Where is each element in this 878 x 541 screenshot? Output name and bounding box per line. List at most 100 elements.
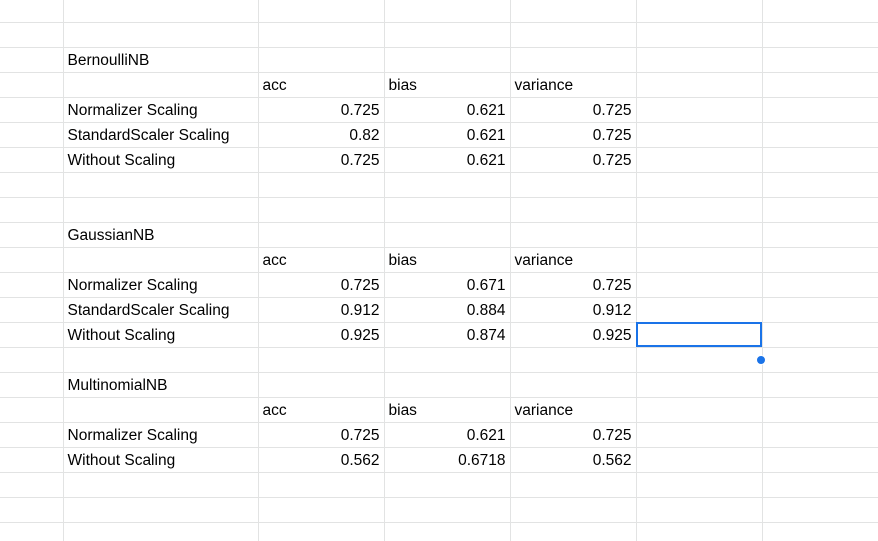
cell[interactable] — [762, 0, 878, 23]
cell[interactable] — [762, 172, 878, 198]
cell[interactable] — [0, 47, 64, 73]
acc-value-cell[interactable]: 0.912 — [258, 297, 385, 323]
cell[interactable] — [0, 22, 64, 48]
cell[interactable] — [258, 347, 385, 373]
cell[interactable] — [0, 322, 64, 348]
acc-value-cell[interactable]: 0.82 — [258, 122, 385, 148]
cell[interactable] — [258, 372, 385, 398]
cell[interactable] — [636, 447, 763, 473]
bias-value-cell[interactable]: 0.621 — [384, 97, 511, 123]
cell[interactable] — [762, 272, 878, 298]
row-label-cell[interactable]: Normalizer Scaling — [63, 272, 259, 298]
acc-value-cell[interactable]: 0.925 — [258, 322, 385, 348]
cell[interactable] — [0, 522, 64, 541]
cell[interactable] — [636, 122, 763, 148]
cell[interactable] — [384, 47, 511, 73]
cell[interactable] — [636, 22, 763, 48]
cell[interactable] — [0, 222, 64, 248]
cell[interactable] — [384, 172, 511, 198]
cell[interactable] — [0, 147, 64, 173]
row-label-cell[interactable]: Normalizer Scaling — [63, 422, 259, 448]
cell[interactable] — [636, 472, 763, 498]
cell[interactable] — [0, 122, 64, 148]
header-bias-cell[interactable]: bias — [384, 247, 511, 273]
bias-value-cell[interactable]: 0.621 — [384, 147, 511, 173]
cell[interactable] — [384, 0, 511, 23]
row-label-cell[interactable]: Normalizer Scaling — [63, 97, 259, 123]
cell[interactable] — [762, 497, 878, 523]
cell[interactable] — [0, 247, 64, 273]
header-acc-cell[interactable]: acc — [258, 72, 385, 98]
cell[interactable] — [384, 372, 511, 398]
cell[interactable] — [636, 47, 763, 73]
header-variance-cell[interactable]: variance — [510, 72, 637, 98]
cell[interactable] — [636, 72, 763, 98]
cell[interactable] — [762, 122, 878, 148]
cell[interactable] — [762, 22, 878, 48]
cell[interactable] — [63, 172, 259, 198]
header-acc-cell[interactable]: acc — [258, 397, 385, 423]
acc-value-cell[interactable]: 0.562 — [258, 447, 385, 473]
header-bias-cell[interactable]: bias — [384, 397, 511, 423]
cell[interactable] — [384, 22, 511, 48]
cell[interactable] — [0, 397, 64, 423]
row-label-cell[interactable]: Without Scaling — [63, 147, 259, 173]
cell[interactable] — [636, 147, 763, 173]
cell[interactable] — [762, 297, 878, 323]
cell[interactable] — [510, 0, 637, 23]
cell[interactable] — [762, 72, 878, 98]
cell[interactable] — [510, 522, 637, 541]
cell[interactable] — [762, 372, 878, 398]
cell[interactable] — [258, 497, 385, 523]
bias-value-cell[interactable]: 0.621 — [384, 122, 511, 148]
fill-handle[interactable] — [756, 355, 766, 365]
acc-value-cell[interactable]: 0.725 — [258, 147, 385, 173]
cell[interactable] — [63, 497, 259, 523]
variance-value-cell[interactable]: 0.725 — [510, 147, 637, 173]
cell[interactable] — [0, 197, 64, 223]
cell[interactable] — [0, 497, 64, 523]
cell[interactable] — [384, 522, 511, 541]
cell[interactable] — [384, 222, 511, 248]
bias-value-cell[interactable]: 0.671 — [384, 272, 511, 298]
header-bias-cell[interactable]: bias — [384, 72, 511, 98]
cell[interactable] — [636, 222, 763, 248]
cell[interactable] — [63, 0, 259, 23]
row-label-cell[interactable]: Without Scaling — [63, 447, 259, 473]
cell[interactable] — [63, 72, 259, 98]
variance-value-cell[interactable]: 0.925 — [510, 322, 637, 348]
cell[interactable] — [0, 297, 64, 323]
cell[interactable] — [762, 347, 878, 373]
cell[interactable] — [0, 472, 64, 498]
cell[interactable] — [258, 22, 385, 48]
gaussian-title-cell[interactable]: GaussianNB — [63, 222, 259, 248]
cell[interactable] — [762, 397, 878, 423]
cell[interactable] — [258, 222, 385, 248]
row-label-cell[interactable]: Without Scaling — [63, 322, 259, 348]
cell[interactable] — [636, 422, 763, 448]
cell[interactable] — [636, 272, 763, 298]
cell[interactable] — [384, 347, 511, 373]
cell[interactable] — [0, 347, 64, 373]
cell[interactable] — [63, 197, 259, 223]
cell[interactable] — [510, 497, 637, 523]
cell[interactable] — [762, 447, 878, 473]
cell[interactable] — [762, 97, 878, 123]
cell[interactable] — [510, 372, 637, 398]
acc-value-cell[interactable]: 0.725 — [258, 97, 385, 123]
cell[interactable] — [63, 347, 259, 373]
cell[interactable] — [0, 272, 64, 298]
variance-value-cell[interactable]: 0.725 — [510, 272, 637, 298]
bias-value-cell[interactable]: 0.874 — [384, 322, 511, 348]
cell[interactable] — [762, 222, 878, 248]
cell[interactable] — [636, 172, 763, 198]
cell[interactable] — [510, 22, 637, 48]
acc-value-cell[interactable]: 0.725 — [258, 272, 385, 298]
cell[interactable] — [0, 72, 64, 98]
cell[interactable] — [510, 347, 637, 373]
cell[interactable] — [762, 47, 878, 73]
cell[interactable] — [762, 197, 878, 223]
cell[interactable] — [636, 297, 763, 323]
cell[interactable] — [384, 197, 511, 223]
